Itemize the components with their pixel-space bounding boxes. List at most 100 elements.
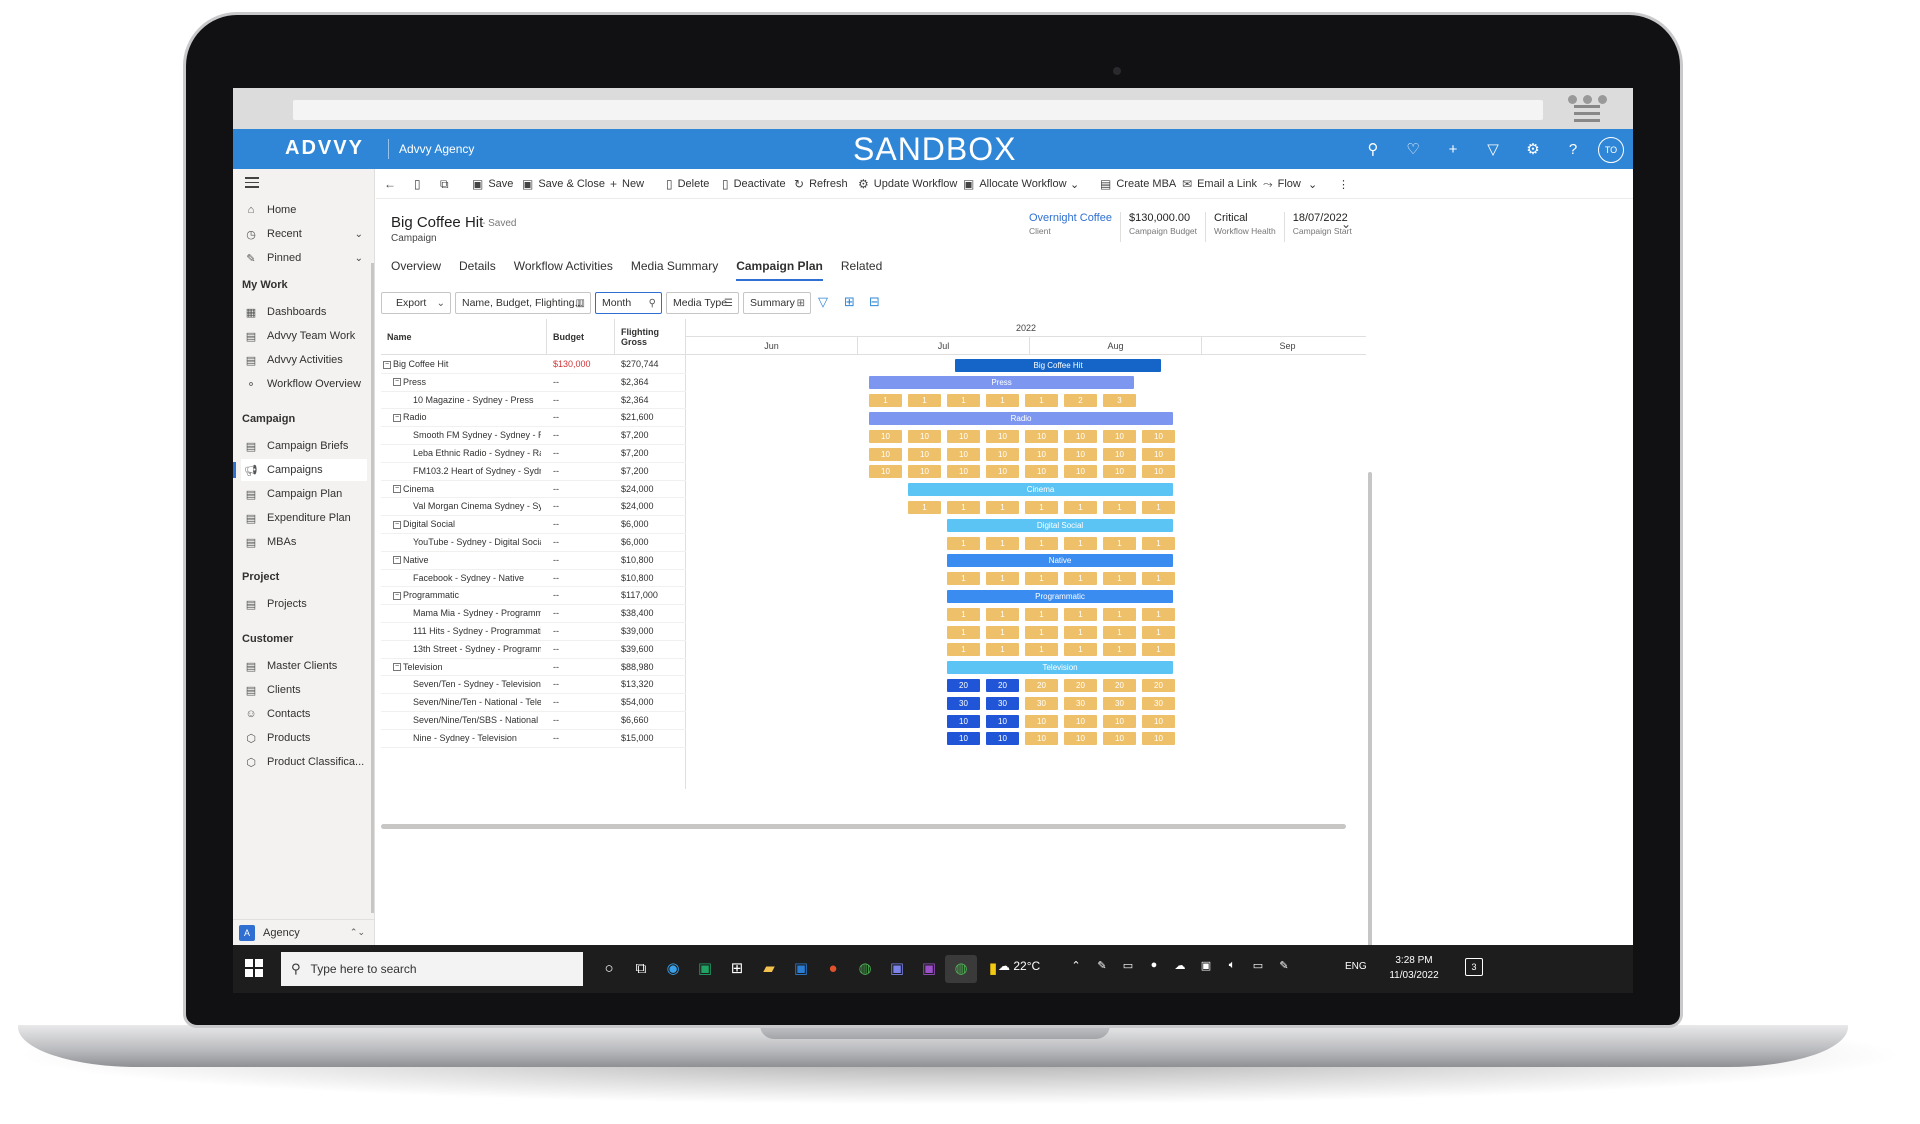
flight-cell[interactable]: 30 [1142, 696, 1175, 710]
header-field-client[interactable]: Overnight Coffee Client [1021, 212, 1120, 242]
table-row[interactable]: − Big Coffee Hit $130,000 $270,744 [381, 356, 686, 374]
flight-cell[interactable]: 30 [947, 696, 980, 710]
flight-cell[interactable]: 10 [1025, 447, 1058, 461]
flight-cell[interactable]: 10 [1103, 465, 1136, 479]
flight-cell[interactable]: 20 [1103, 678, 1136, 692]
flight-cell[interactable]: 1 [1103, 625, 1136, 639]
chevron-down-icon[interactable]: ⌄ [354, 252, 363, 264]
flight-cell[interactable]: 10 [1103, 429, 1136, 443]
avatar[interactable]: TO [1598, 137, 1624, 163]
table-row[interactable]: − Digital Social -- $6,000 [381, 516, 686, 534]
flight-cell[interactable]: 1 [1064, 536, 1097, 550]
table-row[interactable]: − Radio -- $21,600 [381, 409, 686, 428]
table-row[interactable]: 13th Street - Sydney - Programma -- $39,60… [381, 641, 686, 659]
flight-cell[interactable]: 10 [1064, 447, 1097, 461]
column-header-name[interactable]: Name [381, 319, 547, 355]
flight-cell[interactable]: 10 [1025, 429, 1058, 443]
flight-cell[interactable]: 30 [986, 696, 1019, 710]
store-icon[interactable]: ⊞ [730, 960, 744, 977]
flight-cell[interactable]: 1 [986, 572, 1019, 586]
collapse-toggle-icon[interactable]: − [393, 378, 401, 387]
battery-icon[interactable]: ▭ [1252, 960, 1264, 972]
view-select[interactable]: Summary ⊞ [743, 292, 811, 314]
flight-cell[interactable]: 10 [869, 429, 902, 443]
table-row[interactable]: − Cinema -- $24,000 [381, 481, 686, 499]
table-row[interactable]: 111 Hits - Sydney - Programmatic -- $39,00… [381, 623, 686, 641]
sidebar-item-campaign-briefs[interactable]: ▤ Campaign Briefs [241, 435, 367, 457]
chrome-active-icon[interactable]: ◍ [945, 955, 977, 983]
volume-icon[interactable]: 🔈︎ [1228, 959, 1236, 971]
collapse-toggle-icon[interactable]: − [393, 663, 401, 672]
filter-icon[interactable]: ▽ [818, 294, 828, 309]
flight-cell[interactable]: 1 [1103, 607, 1136, 621]
flight-cell[interactable]: 1 [1064, 625, 1097, 639]
search-icon[interactable]: ⚲ [1367, 141, 1379, 158]
flow-button[interactable]: ⤳ Flow [1263, 169, 1301, 199]
flight-cell[interactable]: 10 [986, 465, 1019, 479]
network-icon[interactable]: ✎ [1279, 960, 1289, 972]
edge-icon[interactable]: ◉ [666, 960, 680, 977]
collapse-toggle-icon[interactable]: − [383, 360, 391, 369]
cortana-icon[interactable]: ○ [604, 960, 614, 977]
tab-media-summary[interactable]: Media Summary [630, 259, 719, 273]
email-a-link-button[interactable]: ✉ Email a Link [1182, 169, 1257, 199]
filter-icon[interactable]: ▽ [1487, 141, 1499, 158]
save-close-button[interactable]: ▣ Save & Close [522, 169, 605, 199]
windows-start-icon[interactable] [245, 959, 263, 977]
flight-cell[interactable]: 10 [1025, 465, 1058, 479]
flight-cell[interactable]: 20 [986, 678, 1019, 692]
onenote-icon[interactable]: ▣ [921, 960, 937, 977]
app-logo[interactable]: ADVVY [285, 137, 364, 159]
flight-cell[interactable]: 10 [1142, 732, 1175, 746]
table-row[interactable]: Smooth FM Sydney - Sydney - Rad -- $7,200 [381, 427, 686, 445]
gear-icon[interactable]: ⚙ [1526, 141, 1540, 158]
sidebar-item-products[interactable]: ⬡ Products [241, 727, 367, 749]
column-header-gross[interactable]: Flighting Gross [615, 319, 686, 355]
flight-cell[interactable]: 10 [947, 429, 980, 443]
chrome-icon[interactable]: ◍ [858, 960, 872, 977]
record-set-button[interactable]: ▯ [414, 169, 426, 199]
flight-cell[interactable]: 10 [1064, 732, 1097, 746]
flight-cell[interactable]: 1 [1064, 607, 1097, 621]
open-new-window-button[interactable]: ⧉ [440, 169, 454, 199]
sidebar-item-mbas[interactable]: ▤ MBAs [241, 531, 367, 553]
period-select[interactable]: Month ⚲ [595, 292, 662, 314]
flow-dropdown-chevron-icon[interactable]: ⌄ [1308, 178, 1318, 191]
tab-related[interactable]: Related [840, 259, 883, 273]
gantt-bar-television[interactable]: Television [947, 661, 1174, 675]
table-row[interactable]: Mama Mia - Sydney - Programmat -- $38,400 [381, 605, 686, 623]
back-button[interactable]: ← [384, 169, 401, 199]
collapse-toggle-icon[interactable]: − [393, 414, 401, 423]
flight-cell[interactable]: 1 [986, 607, 1019, 621]
flight-cell[interactable]: 10 [1142, 429, 1175, 443]
table-row[interactable]: Seven/Ten - Sydney - Television -- $13,320 [381, 676, 686, 695]
flight-cell[interactable]: 10 [1142, 447, 1175, 461]
flight-cell[interactable]: 10 [947, 465, 980, 479]
flight-cell[interactable]: 2 [1064, 394, 1097, 408]
flight-cell[interactable]: 30 [1103, 696, 1136, 710]
table-row[interactable]: − Programmatic -- $117,000 [381, 587, 686, 606]
table-row[interactable]: FM103.2 Heart of Sydney - Sydney -- $7,200 [381, 463, 686, 481]
language-indicator[interactable]: ENG [1345, 961, 1367, 972]
flight-cell[interactable]: 10 [1103, 732, 1136, 746]
flight-cell[interactable]: 1 [1103, 572, 1136, 586]
url-bar[interactable] [293, 100, 1543, 120]
columns-select[interactable]: Name, Budget, Flighting... ▥ [455, 292, 591, 314]
create-mba-button[interactable]: ▤ Create MBA [1100, 169, 1176, 199]
flight-cell[interactable]: 1 [1025, 394, 1058, 408]
table-row[interactable]: − Press -- $2,364 [381, 374, 686, 392]
pen-icon[interactable]: ✎ [1097, 960, 1107, 972]
notification-icon[interactable]: 3 [1465, 958, 1483, 976]
browser-menu-icon[interactable] [1568, 91, 1618, 127]
gantt-bar-programmatic[interactable]: Programmatic [947, 589, 1174, 603]
flight-cell[interactable]: 10 [947, 732, 980, 746]
gantt-bar-cinema[interactable]: Cinema [908, 483, 1174, 497]
flight-cell[interactable]: 1 [1025, 625, 1058, 639]
sidebar-item-recent[interactable]: ◷ Recent ⌄ [241, 223, 367, 245]
sidebar-item-master-clients[interactable]: ▤ Master Clients [241, 655, 367, 677]
new-button[interactable]: + New [610, 169, 644, 199]
expand-icon[interactable]: ⊞ [844, 294, 855, 309]
table-row[interactable]: − Native -- $10,800 [381, 552, 686, 570]
sidebar-item-workflow-overview[interactable]: ⚬ Workflow Overview [241, 373, 367, 395]
table-row[interactable]: Seven/Nine/Ten - National - Televi -- $54,… [381, 694, 686, 712]
